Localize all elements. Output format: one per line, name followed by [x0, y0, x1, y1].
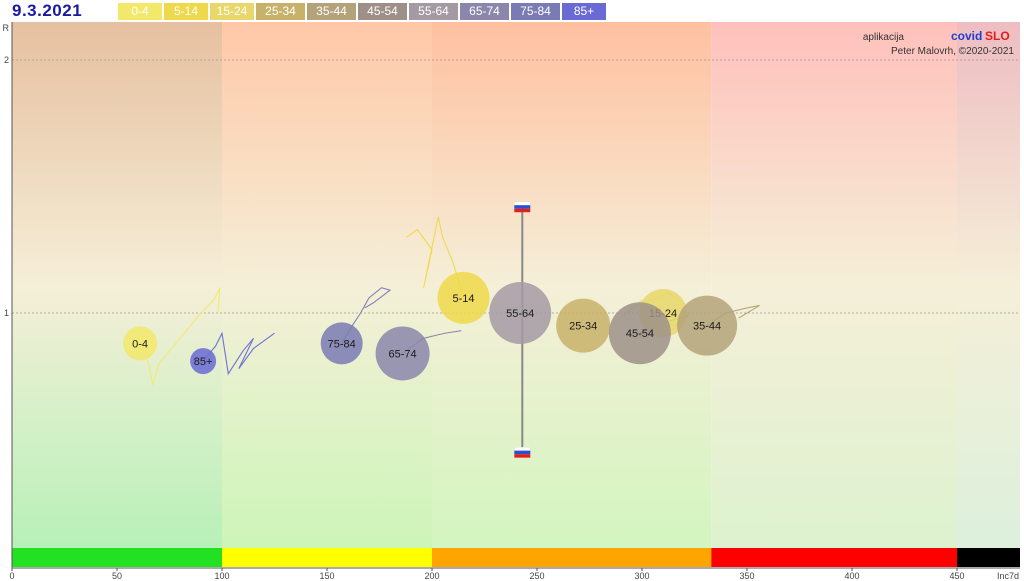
zone-bar-2 — [432, 548, 712, 567]
x-tick-label-450: 450 — [949, 571, 964, 581]
legend-item-35-44: 35-44 — [307, 3, 356, 20]
zone-backgrounds — [12, 22, 1020, 548]
bubble-75-84 — [320, 322, 363, 365]
bubble-label-65-74: 65-74 — [389, 348, 417, 360]
trail-0-4 — [139, 287, 221, 387]
bubble-0-4 — [123, 326, 158, 361]
y-tick-label-1: 1 — [4, 308, 9, 318]
legend-item-15-24: 15-24 — [210, 3, 254, 20]
zone-bg-3 — [711, 22, 957, 548]
legend-item-65-74: 65-74 — [460, 3, 509, 20]
bubble-45-54 — [608, 302, 671, 365]
x-tick-label-200: 200 — [424, 571, 439, 581]
zone-bar-4 — [957, 548, 1020, 567]
zone-bg-4 — [957, 22, 1020, 548]
bubble-5-14 — [437, 271, 490, 324]
zone-color-bar — [12, 548, 1020, 567]
bubble-65-74 — [375, 326, 430, 381]
bubble-label-5-14: 5-14 — [452, 293, 474, 305]
x-tick-label-100: 100 — [214, 571, 229, 581]
legend-item-25-34: 25-34 — [256, 3, 305, 20]
credit-prefix: aplikacija — [863, 32, 905, 43]
x-tick-label-250: 250 — [529, 571, 544, 581]
flag-bottom — [514, 446, 531, 458]
trail-5-14 — [406, 216, 465, 298]
x-tick-label-350: 350 — [739, 571, 754, 581]
date-label: 9.3.2021 — [12, 1, 83, 20]
x-tick-label-300: 300 — [634, 571, 649, 581]
bubble-label-75-84: 75-84 — [328, 338, 356, 350]
x-tick-label-0: 0 — [9, 571, 14, 581]
legend-item-0-4: 0-4 — [118, 3, 162, 20]
header-bar: 9.3.2021 0-4 5-14 15-24 25-34 35-44 45-54 55-6… — [0, 0, 1024, 22]
x-axis-label: Inc7d — [997, 571, 1019, 581]
x-tick-label-400: 400 — [844, 571, 859, 581]
brand-covid: covid — [951, 29, 982, 43]
bubble-35-44 — [677, 295, 738, 356]
bubble-label-35-44: 35-44 — [693, 321, 721, 333]
zone-bar-3 — [711, 548, 957, 567]
trail-75-84 — [341, 287, 392, 344]
zone-bar-0 — [12, 548, 222, 567]
bubble-label-0-4: 0-4 — [132, 338, 148, 350]
bubbles: 0-45-1415-2425-3435-4445-5455-6465-7475-… — [123, 271, 738, 381]
y-tick-label-2: 2 — [4, 55, 9, 65]
axes: 0 50 100 150 200 250 300 350 400 450 Inc7d 1 2 R — [3, 22, 1020, 581]
legend-item-45-54: 45-54 — [358, 3, 407, 20]
zone-bg-0 — [12, 22, 222, 548]
legend-item-75-84: 75-84 — [511, 3, 560, 20]
bubble-label-25-34: 25-34 — [569, 321, 597, 333]
legend-item-5-14: 5-14 — [164, 3, 208, 20]
y-axis-label: R — [3, 23, 10, 33]
legend-item-55-64: 55-64 — [409, 3, 458, 20]
legend-item-85+: 85+ — [562, 3, 606, 20]
bubble-85+ — [190, 348, 217, 375]
bubble-25-34 — [556, 298, 611, 353]
zone-bg-1 — [222, 22, 432, 548]
bubble-label-55-64: 55-64 — [506, 308, 534, 320]
bubble-label-45-54: 45-54 — [626, 328, 654, 340]
credit-author: Peter Malovrh, ©2020-2021 — [891, 46, 1014, 57]
flag-top — [514, 201, 531, 213]
x-tick-label-50: 50 — [112, 571, 122, 581]
credits: aplikacija covid SLO Peter Malovrh, ©202… — [863, 29, 1015, 57]
brand-slo: SLO — [985, 29, 1010, 43]
trail-85+ — [202, 331, 275, 376]
bubble-55-64 — [489, 282, 552, 344]
x-tick-label-150: 150 — [319, 571, 334, 581]
bubble-label-85+: 85+ — [194, 356, 213, 368]
zone-bar-1 — [222, 548, 432, 567]
